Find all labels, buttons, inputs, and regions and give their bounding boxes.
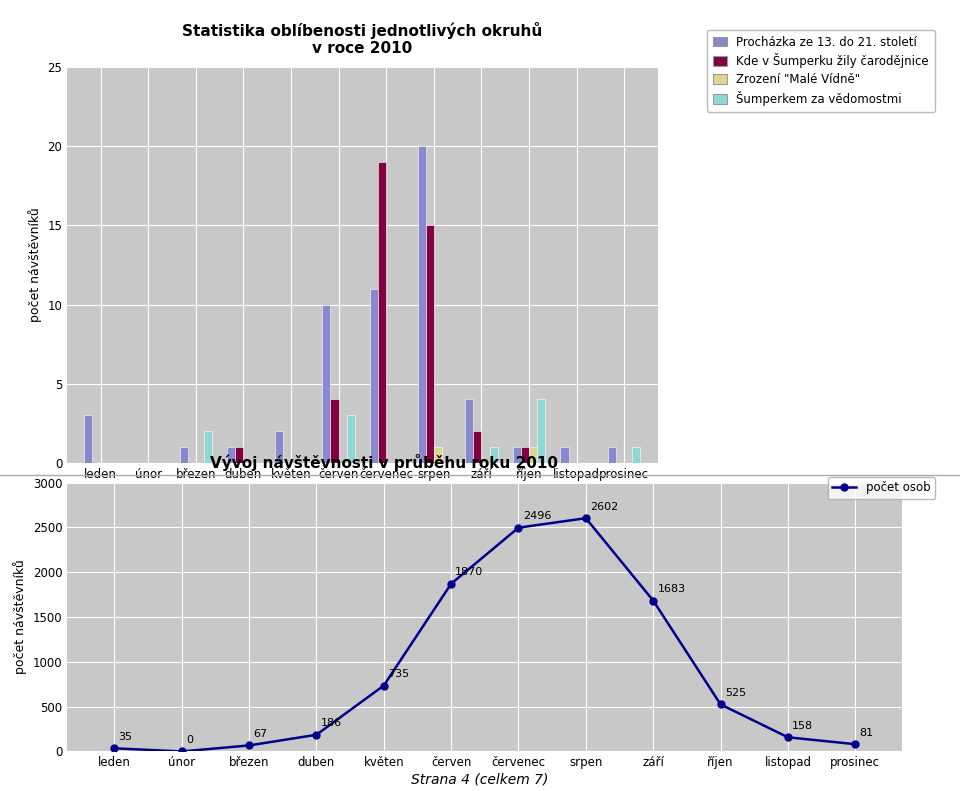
Y-axis label: počet návštěvníků: počet návštěvníků: [28, 207, 42, 323]
Bar: [378, 162, 386, 463]
Text: 35: 35: [118, 732, 132, 742]
Text: 1870: 1870: [455, 567, 484, 577]
Bar: [608, 447, 616, 463]
Bar: [330, 399, 339, 463]
Y-axis label: počet návštěvníků: počet návštěvníků: [13, 559, 27, 675]
Legend: počet osob: počet osob: [828, 476, 935, 499]
Bar: [521, 447, 529, 463]
Bar: [323, 305, 330, 463]
Text: 0: 0: [186, 735, 193, 745]
Bar: [84, 415, 92, 463]
Title: Statistika oblíbenosti jednotlivých okruhů
v roce 2010: Statistika oblíbenosti jednotlivých okru…: [182, 22, 542, 56]
Bar: [538, 399, 545, 463]
Legend: Procházka ze 13. do 21. století, Kde v Šumperku žily čarodějnice, Zrození "Malé : Procházka ze 13. do 21. století, Kde v Š…: [707, 29, 935, 112]
Bar: [473, 431, 481, 463]
Text: 2496: 2496: [522, 511, 551, 521]
Bar: [204, 431, 212, 463]
Text: 186: 186: [321, 718, 342, 729]
Bar: [561, 447, 568, 463]
Text: 158: 158: [792, 721, 813, 731]
Bar: [633, 447, 640, 463]
Bar: [529, 447, 538, 463]
Bar: [180, 447, 187, 463]
Bar: [425, 225, 434, 463]
Bar: [418, 146, 425, 463]
Bar: [434, 447, 442, 463]
Text: 525: 525: [725, 688, 746, 698]
Text: 735: 735: [388, 669, 409, 679]
Bar: [347, 415, 355, 463]
Bar: [513, 447, 521, 463]
Text: Strana 4 (celkem 7): Strana 4 (celkem 7): [411, 772, 549, 786]
Bar: [490, 447, 497, 463]
Bar: [466, 399, 473, 463]
Bar: [228, 447, 235, 463]
Text: 1683: 1683: [658, 585, 685, 594]
Bar: [235, 447, 244, 463]
X-axis label: měsíce: měsíce: [335, 492, 390, 505]
Text: 81: 81: [859, 728, 874, 738]
Bar: [370, 289, 378, 463]
Text: 2602: 2602: [590, 501, 618, 512]
Bar: [275, 431, 283, 463]
Text: Vývoj návštěvnosti v průběhu roku 2010: Vývoj návštěvnosti v průběhu roku 2010: [210, 454, 558, 471]
Text: 67: 67: [253, 729, 267, 739]
